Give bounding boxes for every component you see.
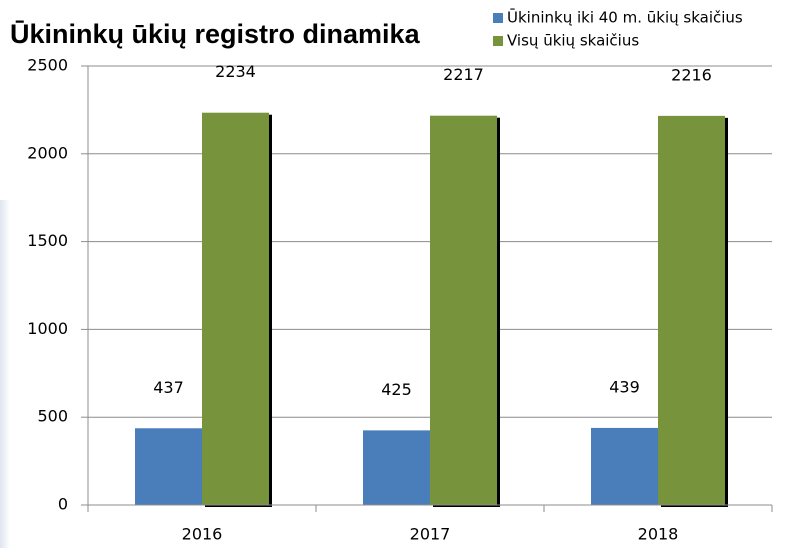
y-tick-label: 500 <box>37 407 68 426</box>
bar <box>202 112 269 506</box>
legend-label: Visų ūkių skaičius <box>507 32 639 50</box>
legend-swatch <box>493 13 503 23</box>
data-label: 2216 <box>671 65 712 84</box>
data-label: 425 <box>381 380 412 399</box>
bar <box>363 430 430 505</box>
legend-label: Ūkininkų iki 40 m. ūkių skaičius <box>507 8 743 27</box>
data-label: 437 <box>153 378 184 397</box>
bar <box>430 115 497 506</box>
chart-title: Ūkininkų ūkių registro dinamika <box>10 19 421 49</box>
y-tick-label: 2500 <box>27 56 68 75</box>
edge-shade <box>0 200 10 548</box>
x-tick-label: 2018 <box>638 525 679 544</box>
x-tick-label: 2017 <box>410 525 451 544</box>
y-tick-label: 2000 <box>27 143 68 162</box>
bar <box>658 115 725 506</box>
data-label: 2234 <box>215 62 256 81</box>
data-label: 2217 <box>443 65 484 84</box>
y-tick-label: 0 <box>58 495 68 514</box>
x-tick-label: 2016 <box>182 525 223 544</box>
bar <box>135 428 202 505</box>
data-label: 439 <box>609 377 640 396</box>
y-tick-label: 1000 <box>27 319 68 338</box>
y-tick-label: 1500 <box>27 231 68 250</box>
legend-swatch <box>493 36 503 46</box>
bar <box>591 427 658 505</box>
